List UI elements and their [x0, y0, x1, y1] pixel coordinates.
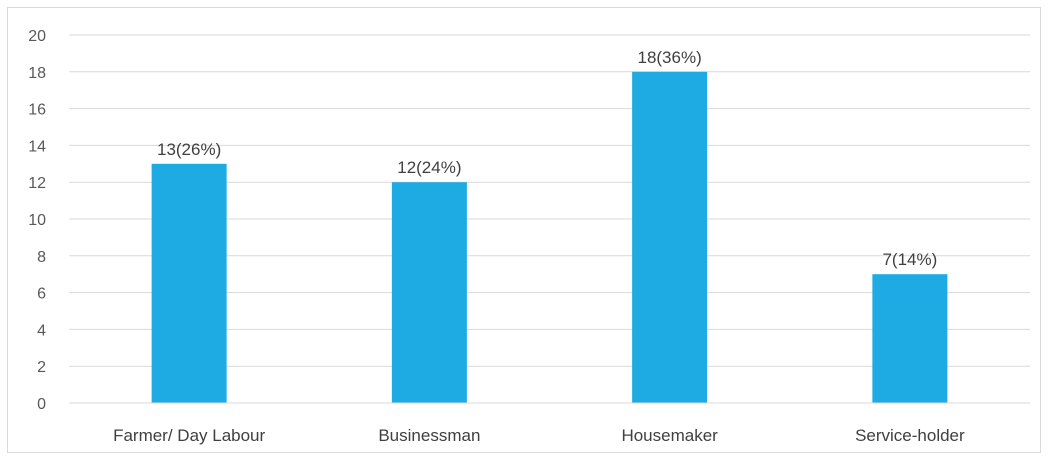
- y-axis-ticks: 0 2 4 6 8 10 12 14 16 18 20: [28, 28, 46, 413]
- y-tick-label: 6: [37, 286, 46, 303]
- x-category-label: Housemaker: [621, 426, 718, 445]
- y-tick-label: 4: [37, 322, 46, 339]
- bar: [391, 182, 467, 403]
- x-category-label: Farmer/ Day Labour: [113, 426, 265, 445]
- bar: [151, 163, 227, 403]
- bar: [872, 274, 948, 403]
- y-tick-label: 0: [37, 396, 46, 413]
- y-tick-label: 20: [28, 28, 46, 45]
- gridlines: [69, 34, 1030, 367]
- bar-data-label: 7(14%): [882, 250, 937, 269]
- bar-data-label: 13(26%): [157, 140, 221, 159]
- y-tick-label: 16: [28, 102, 46, 119]
- bars: [151, 71, 948, 404]
- y-tick-label: 8: [37, 249, 46, 266]
- bar-data-label: 12(24%): [397, 158, 461, 177]
- x-category-label: Service-holder: [855, 426, 965, 445]
- y-tick-label: 18: [28, 65, 46, 82]
- x-category-label: Businessman: [378, 426, 480, 445]
- y-tick-label: 14: [28, 138, 46, 155]
- data-labels: 13(26%) 12(24%) 18(36%) 7(14%): [157, 48, 937, 269]
- bar: [632, 71, 708, 404]
- x-axis-categories: Farmer/ Day Labour Businessman Housemaker S…: [113, 426, 965, 445]
- y-tick-label: 10: [28, 212, 46, 229]
- y-tick-label: 12: [28, 175, 46, 192]
- bar-data-label: 18(36%): [637, 48, 701, 67]
- y-tick-label: 2: [37, 359, 46, 376]
